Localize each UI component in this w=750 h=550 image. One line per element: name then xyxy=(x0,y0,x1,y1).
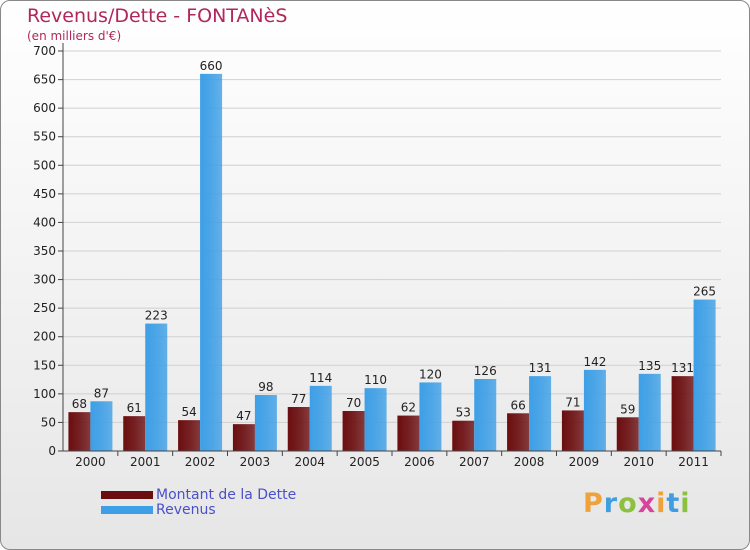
data-label-dette: 47 xyxy=(236,409,251,423)
y-tick-label: 550 xyxy=(33,130,56,144)
y-tick-label: 500 xyxy=(33,158,56,172)
legend-label-revenus: Revenus xyxy=(156,501,216,518)
bar-revenus xyxy=(474,379,497,451)
data-label-dette: 68 xyxy=(72,397,87,411)
legend-item-revenus: Revenus xyxy=(101,501,296,518)
y-tick-label: 300 xyxy=(33,273,56,287)
data-label-revenus: 135 xyxy=(638,359,661,373)
x-tick-label: 2008 xyxy=(514,455,545,469)
bar-dette xyxy=(616,417,639,451)
data-label-dette: 77 xyxy=(291,392,306,406)
x-tick-label: 2006 xyxy=(404,455,435,469)
bar-dette xyxy=(397,415,420,451)
y-tick-label: 400 xyxy=(33,215,56,229)
x-tick-label: 2002 xyxy=(185,455,216,469)
chart-title: Revenus/Dette - FONTANèS xyxy=(27,5,288,27)
logo-letter: x xyxy=(637,488,657,519)
bar-dette xyxy=(68,412,91,451)
data-label-revenus: 87 xyxy=(94,386,109,400)
y-tick-label: 250 xyxy=(33,301,56,315)
x-tick-label: 2000 xyxy=(75,455,106,469)
bar-dette xyxy=(123,416,146,451)
data-label-revenus: 110 xyxy=(364,373,387,387)
data-label-dette: 62 xyxy=(401,401,416,415)
data-label-revenus: 126 xyxy=(474,364,497,378)
logo-letter: t xyxy=(666,488,681,519)
bar-dette xyxy=(507,413,530,451)
y-tick-label: 450 xyxy=(33,187,56,201)
bar-revenus xyxy=(309,385,332,451)
legend-item-dette: Montant de la Dette xyxy=(101,486,297,503)
y-tick-label: 50 xyxy=(41,415,56,429)
logo-letter: r xyxy=(603,488,619,519)
data-label-revenus: 142 xyxy=(583,355,606,369)
y-tick-label: 600 xyxy=(33,101,56,115)
data-label-dette: 66 xyxy=(510,398,525,412)
bar-revenus xyxy=(364,388,387,451)
y-tick-label: 200 xyxy=(33,330,56,344)
x-tick-label: 2003 xyxy=(240,455,271,469)
data-label-dette: 131 xyxy=(671,361,694,375)
bar-revenus xyxy=(200,73,223,451)
logo-letter: i xyxy=(680,488,691,519)
x-tick-label: 2004 xyxy=(294,455,325,469)
legend-swatch-revenus xyxy=(101,505,153,514)
logo-letter: P xyxy=(583,488,604,519)
data-label-dette: 71 xyxy=(565,395,580,409)
data-label-revenus: 223 xyxy=(145,309,168,323)
bar-revenus xyxy=(693,299,716,451)
x-tick-label: 2007 xyxy=(459,455,490,469)
bar-revenus xyxy=(90,401,113,451)
logo-letter: i xyxy=(656,488,667,519)
bar-dette xyxy=(232,424,255,451)
grid-lines xyxy=(63,50,721,452)
data-label-dette: 61 xyxy=(127,401,142,415)
x-tick-label: 2010 xyxy=(623,455,654,469)
bar-dette xyxy=(671,376,694,451)
data-label-revenus: 120 xyxy=(419,367,442,381)
bar-revenus xyxy=(419,382,442,451)
bar-dette xyxy=(287,407,310,451)
data-label-dette: 59 xyxy=(620,402,635,416)
labels: 0 50 100 150 200 250 300 350 400 450 500 550 600 650 7… xyxy=(33,44,716,469)
bar-dette xyxy=(342,411,365,451)
bar-dette xyxy=(452,420,475,451)
legend-label-dette: Montant de la Dette xyxy=(156,486,297,503)
bar-revenus xyxy=(254,395,277,451)
bar-revenus xyxy=(145,323,168,451)
data-label-revenus: 98 xyxy=(258,380,273,394)
data-label-revenus: 660 xyxy=(200,59,223,73)
data-label-dette: 70 xyxy=(346,396,361,410)
y-tick-label: 0 xyxy=(48,444,56,458)
y-tick-label: 700 xyxy=(33,44,56,58)
legend-swatch-dette xyxy=(101,490,153,499)
data-label-dette: 54 xyxy=(181,405,196,419)
y-tick-label: 150 xyxy=(33,358,56,372)
data-label-revenus: 114 xyxy=(309,371,332,385)
x-tick-label: 2005 xyxy=(349,455,380,469)
bars xyxy=(68,73,716,451)
bar-revenus xyxy=(529,376,552,451)
logo-letter: o xyxy=(618,488,638,519)
x-tick-label: 2009 xyxy=(569,455,600,469)
x-tick-label: 2011 xyxy=(678,455,709,469)
bar-revenus xyxy=(583,369,606,451)
bar-revenus xyxy=(638,373,661,451)
bar-dette xyxy=(178,420,201,451)
data-label-dette: 53 xyxy=(456,406,471,420)
axes xyxy=(58,43,722,456)
bar-dette xyxy=(561,410,584,451)
y-tick-label: 650 xyxy=(33,73,56,87)
data-label-revenus: 131 xyxy=(529,361,552,375)
data-label-revenus: 265 xyxy=(693,285,716,299)
legend: Montant de la Dette Revenus xyxy=(101,486,297,518)
x-tick-label: 2001 xyxy=(130,455,161,469)
chart-unit: (en milliers d'€) xyxy=(27,29,122,43)
y-tick-label: 350 xyxy=(33,244,56,258)
y-tick-label: 100 xyxy=(33,387,56,401)
proxiti-logo: Proxiti xyxy=(583,488,691,519)
